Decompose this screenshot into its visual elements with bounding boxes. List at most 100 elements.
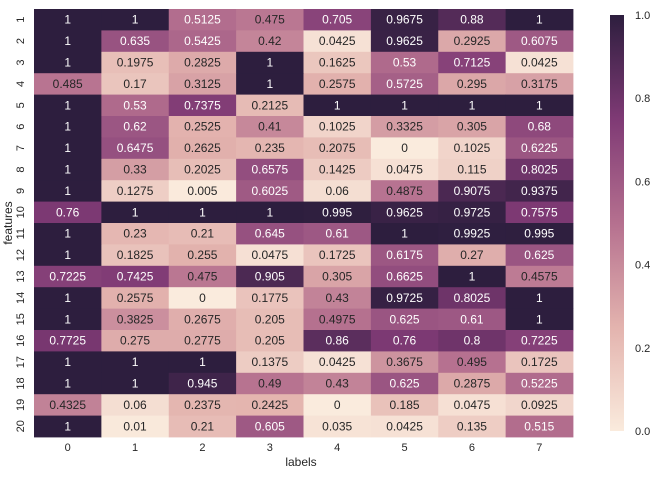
heatmap-cell bbox=[370, 73, 439, 95]
cell-value-label: 0.305 bbox=[457, 120, 487, 134]
heatmap-cell bbox=[236, 265, 304, 288]
heatmap-cell bbox=[370, 308, 439, 331]
heatmap-cell bbox=[438, 330, 507, 352]
heatmap-cell bbox=[34, 372, 102, 395]
heatmap-cell bbox=[370, 94, 439, 117]
heatmap-cell bbox=[438, 180, 507, 202]
cell-value-label: 1 bbox=[469, 270, 476, 284]
heatmap-cell bbox=[101, 351, 170, 374]
cell-value-label: 0.1725 bbox=[319, 248, 356, 262]
cell-value-label: 0.0425 bbox=[386, 419, 423, 433]
heatmap-cell bbox=[303, 372, 372, 395]
heatmap-cell bbox=[168, 330, 237, 352]
heatmap-cell bbox=[101, 394, 170, 416]
cell-value-label: 0.6225 bbox=[521, 141, 558, 155]
heatmap-cell bbox=[370, 351, 439, 374]
heatmap-cell bbox=[34, 244, 102, 267]
cell-value-label: 0.4325 bbox=[49, 398, 86, 412]
heatmap-cell bbox=[370, 158, 439, 181]
heatmap-cell bbox=[168, 9, 237, 31]
cell-value-label: 0.205 bbox=[255, 334, 285, 348]
heatmap-cell bbox=[236, 9, 304, 31]
heatmap-cell bbox=[168, 137, 237, 160]
heatmap-cell bbox=[34, 351, 102, 374]
heatmap-cell bbox=[370, 372, 439, 395]
y-tick-label: 16 bbox=[15, 335, 27, 347]
cell-value-label: 0.905 bbox=[255, 270, 285, 284]
cell-value-label: 0.62 bbox=[123, 120, 147, 134]
heatmap-cell bbox=[236, 201, 304, 224]
heatmap-cell bbox=[303, 415, 372, 438]
y-tick-label: 15 bbox=[15, 313, 27, 325]
cell-value-label: 0.995 bbox=[524, 227, 554, 241]
cell-value-label: 0.605 bbox=[255, 419, 285, 433]
heatmap-cell bbox=[438, 30, 507, 53]
heatmap-cell bbox=[303, 330, 372, 352]
heatmap-cell bbox=[438, 372, 507, 395]
heatmap-cell bbox=[101, 201, 170, 224]
y-axis-label: features bbox=[1, 201, 15, 244]
cell-value-label: 0.1275 bbox=[117, 184, 154, 198]
heatmap-cell bbox=[168, 351, 237, 374]
y-tick-label: 7 bbox=[15, 145, 27, 151]
cell-value-label: 0.2575 bbox=[117, 291, 154, 305]
heatmap-cell bbox=[101, 116, 170, 138]
cell-value-label: 0.485 bbox=[53, 77, 83, 91]
heatmap-cell bbox=[101, 73, 170, 95]
cell-value-label: 0.7575 bbox=[521, 205, 558, 219]
cell-value-label: 0.9725 bbox=[454, 205, 491, 219]
heatmap-cell bbox=[438, 394, 507, 416]
cell-value-label: 0.06 bbox=[326, 184, 350, 198]
cell-value-label: 0.7725 bbox=[49, 334, 86, 348]
heatmap-cell bbox=[438, 51, 507, 74]
cell-value-label: 0.9725 bbox=[386, 291, 423, 305]
cell-value-label: 0.475 bbox=[255, 13, 285, 27]
heatmap-cell bbox=[505, 308, 574, 331]
heatmap-cell bbox=[505, 116, 574, 138]
heatmap-cell bbox=[370, 244, 439, 267]
heatmap-cell bbox=[34, 415, 102, 438]
heatmap-cell bbox=[34, 137, 102, 160]
y-tick-label: 1 bbox=[15, 17, 27, 23]
heatmap-cell bbox=[505, 30, 574, 53]
cell-value-label: 1 bbox=[64, 13, 71, 27]
heatmap-cell bbox=[438, 158, 507, 181]
cell-value-label: 0.625 bbox=[390, 377, 420, 391]
cell-value-label: 0.2875 bbox=[454, 377, 491, 391]
cell-value-label: 0.2425 bbox=[251, 398, 288, 412]
heatmap-cell bbox=[101, 415, 170, 438]
heatmap-cell bbox=[236, 287, 304, 309]
cell-value-label: 0.645 bbox=[255, 227, 285, 241]
cell-value-label: 0.515 bbox=[524, 419, 554, 433]
heatmap-cell bbox=[168, 265, 237, 288]
cell-value-label: 0.9075 bbox=[454, 184, 491, 198]
y-tick-label: 14 bbox=[15, 292, 27, 304]
heatmap-cell bbox=[505, 201, 574, 224]
cell-value-label: 0.0925 bbox=[521, 398, 558, 412]
cell-value-label: 0.42 bbox=[258, 34, 282, 48]
heatmap-cell bbox=[101, 94, 170, 117]
cell-value-label: 0.0425 bbox=[319, 34, 356, 48]
heatmap-cell bbox=[168, 51, 237, 74]
heatmap-cell bbox=[370, 287, 439, 309]
y-tick-label: 12 bbox=[15, 249, 27, 261]
cell-value-label: 0.17 bbox=[123, 77, 147, 91]
cell-value-label: 1 bbox=[199, 355, 206, 369]
heatmap-cell bbox=[303, 244, 372, 267]
heatmap-cells: 1 1 0.5125 0.475 0.705 0.9675 0.88 1 1 0.635 0.542… bbox=[34, 9, 574, 438]
y-tick-label: 6 bbox=[15, 124, 27, 130]
cell-value-label: 0.9625 bbox=[386, 34, 423, 48]
heatmap-cell bbox=[101, 330, 170, 352]
heatmap-cell bbox=[34, 223, 102, 245]
x-axis-label: labels bbox=[285, 455, 316, 469]
heatmap-cell bbox=[303, 30, 372, 53]
x-tick-label: 4 bbox=[334, 442, 340, 454]
heatmap-cell bbox=[34, 287, 102, 309]
heatmap-cell bbox=[236, 330, 304, 352]
heatmap-cell bbox=[505, 137, 574, 160]
heatmap-cell bbox=[370, 394, 439, 416]
cell-value-label: 0.61 bbox=[326, 227, 350, 241]
heatmap-cell bbox=[236, 180, 304, 202]
heatmap-cell bbox=[303, 394, 372, 416]
